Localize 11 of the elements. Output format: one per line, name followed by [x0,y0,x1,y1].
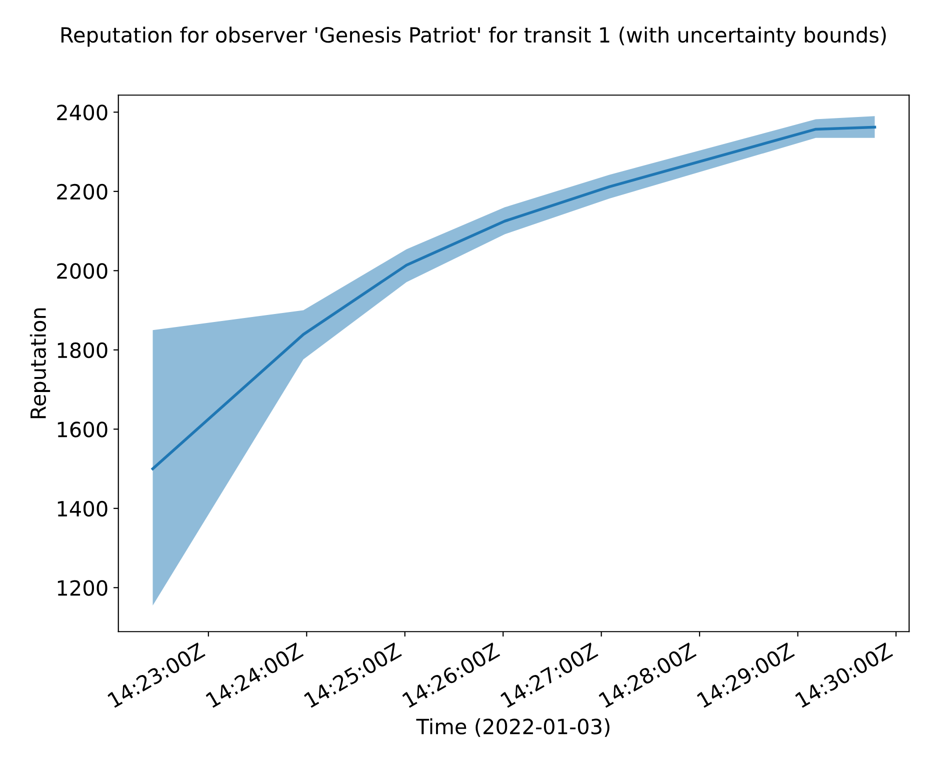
y-tick-label: 2000 [57,263,108,279]
y-tick-label: 1800 [58,342,108,358]
y-tick-label: 1600 [58,422,108,438]
y-axis-title: Reputation [30,308,50,418]
y-tick-label: 2200 [57,184,108,200]
chart-title: Reputation for observer 'Genesis Patriot' for transit 1 (with uncertainty bounds) [61,26,886,47]
x-axis-title: Time (2022-01-03) [416,718,610,737]
y-tick-label: 2400 [57,104,108,120]
line-series [151,126,876,470]
y-tick-label: 1200 [58,580,108,596]
y-tick-label: 1400 [58,500,108,517]
